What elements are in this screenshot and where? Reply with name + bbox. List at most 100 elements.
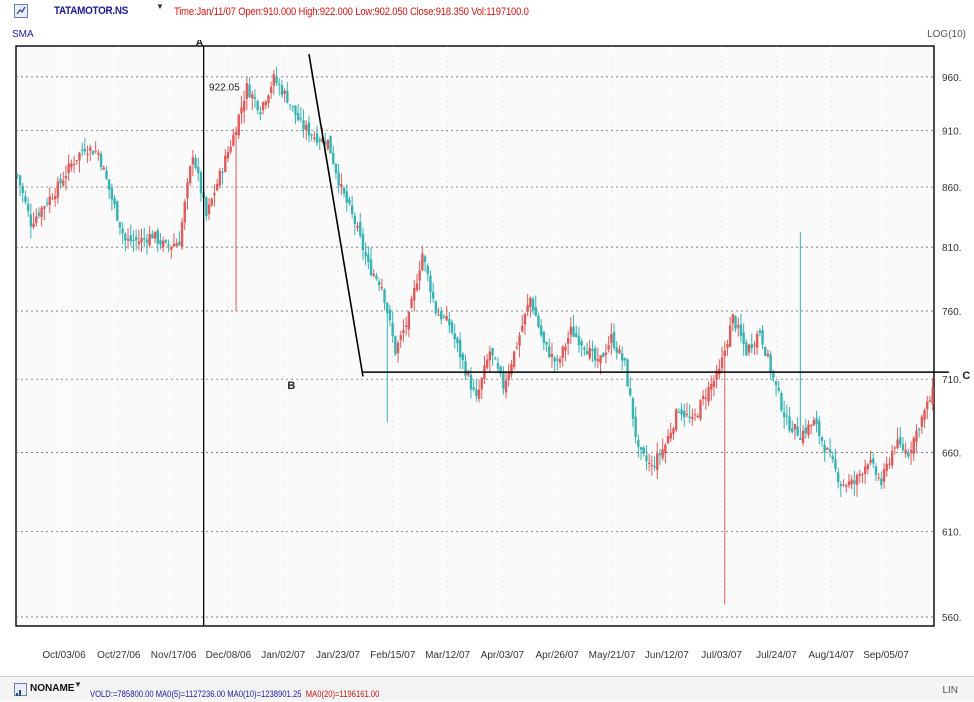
candle-body [877,477,880,479]
candle-body [418,270,421,281]
candle-body [91,151,95,155]
candle-body [853,480,856,484]
candle-body [153,231,157,239]
candle-body [43,206,46,209]
candle-body [329,135,332,154]
chart-window-icon[interactable] [14,4,28,18]
candle-body [658,453,662,456]
candle-body [831,456,834,460]
candle-body [556,359,559,361]
candle-body [720,357,724,369]
panel-dropdown-icon[interactable]: ▼ [74,680,82,689]
candle-body [388,309,392,321]
y-tick-label-6: 660. [942,448,961,459]
candle-body [272,74,276,86]
candle-body [782,412,786,418]
candle-body [494,357,497,360]
x-tick-label-4: Jan/02/07 [261,650,305,661]
symbol-dropdown-icon[interactable]: ▼ [156,2,164,11]
x-tick-label-12: Jul/03/07 [701,650,742,661]
candle-body [99,153,103,168]
candle-body [445,315,448,321]
candle-body [477,389,481,399]
candle-body [623,358,627,361]
candle-body [691,417,694,420]
candle-body [645,455,648,462]
candle-body [599,355,602,364]
candle-body [248,84,251,98]
candle-body [745,342,748,356]
candle-body [799,437,802,440]
candle-body [577,336,581,346]
price-scale-mode[interactable]: LOG(10) [927,29,966,40]
volume-panel-name[interactable]: NONAME [30,683,75,694]
candle-body [688,416,691,418]
candle-body [475,389,478,397]
candle-body [836,472,840,483]
candle-body [758,330,762,334]
candle-body [35,216,38,224]
candle-body [472,387,475,390]
candle-body [164,240,168,243]
candle-body [18,175,22,186]
candle-body [923,410,926,420]
candle-body [809,424,813,427]
candle-body [488,351,492,361]
candle-body [377,281,381,286]
candle-body [807,424,810,435]
candle-body [137,241,141,244]
candlestick-chart[interactable]: 960. 910. 860. 810. 760. 710. 660. 610. 560. Oct/… [0,40,974,670]
y-tick-label-3: 810. [942,243,961,254]
candle-body [386,302,389,314]
candle-body [126,238,130,241]
candle-body [118,222,122,228]
candle-body [342,187,346,194]
candle-body [383,289,386,304]
candle-body [213,193,216,196]
candle-body [361,234,365,251]
candle-body [874,466,878,475]
x-tick-label-5: Jan/23/07 [316,650,360,661]
candle-body [375,275,378,279]
candle-body [515,347,519,349]
candle-body [753,344,756,346]
candle-body [264,101,267,106]
candle-body [124,233,127,241]
candle-body [197,166,200,173]
candle-body [593,348,597,361]
candle-body [467,373,470,376]
volume-stats-red: MA0(20)=1196161.00 [305,689,380,699]
candle-body [210,198,213,206]
candle-body [404,325,408,328]
candle-body [607,344,610,350]
candle-body [207,204,211,215]
candle-body [569,326,573,335]
candle-body [469,374,473,390]
candle-body [62,180,65,186]
candle-body [747,344,751,353]
candle-body [566,337,570,344]
price-chart-area[interactable]: 960. 910. 860. 810. 760. 710. 660. 610. 560. Oct/… [0,40,974,670]
candle-body [869,459,872,463]
candle-body [575,333,578,337]
candle-body [78,152,81,161]
candle-body [369,259,373,276]
candle-body [739,324,743,336]
candle-body [183,201,186,223]
volume-scale-mode[interactable]: LIN [942,685,958,696]
candle-body [710,383,713,390]
candle-body [110,187,114,200]
candle-body [215,184,219,191]
candle-body [151,233,154,239]
candle-body [426,265,429,274]
candles-layer [16,66,934,605]
candle-body [205,197,208,216]
panel-window-icon[interactable] [14,683,27,696]
indicator-label[interactable]: SMA [12,29,34,40]
candle-body [561,346,564,358]
ticker-symbol[interactable]: TATAMOTOR.NS [54,5,129,17]
candle-body [620,353,624,361]
candle-body [618,349,621,354]
candle-body [928,400,932,402]
candle-body [728,325,732,347]
